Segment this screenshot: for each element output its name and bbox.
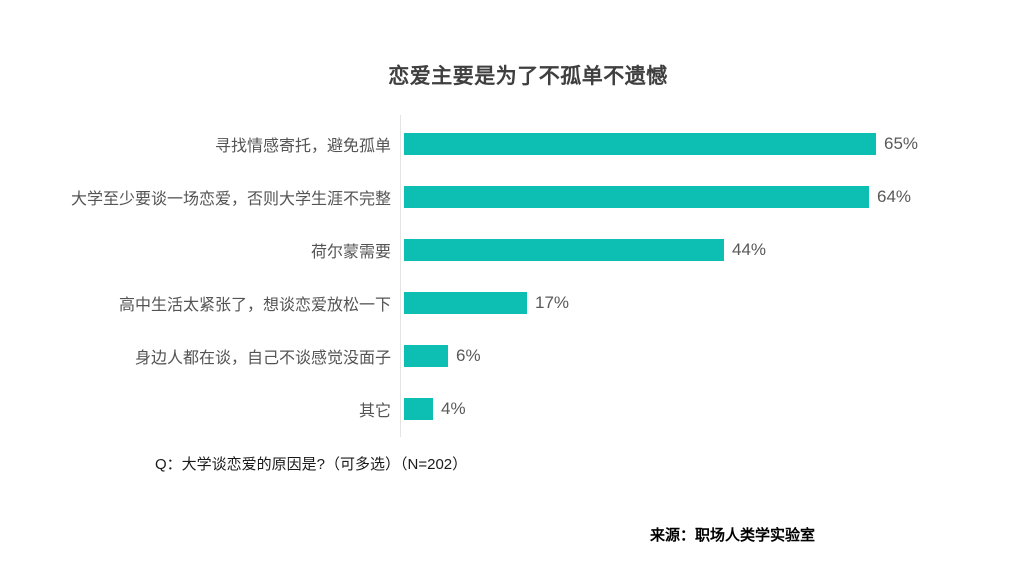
bar-chart-rows: 寻找情感寄托，避免孤单 65% 大学至少要谈一场恋爱，否则大学生涯不完整 64% 荷尔蒙… (0, 117, 1012, 435)
question-footnote: Q：大学谈恋爱的原因是?（可多选）（N=202） (155, 456, 468, 473)
bar (404, 291, 527, 314)
source-credit: 来源：职场人类学实验室 (650, 527, 816, 544)
category-label: 大学至少要谈一场恋爱，否则大学生涯不完整 (70, 190, 391, 208)
bar-row: 大学至少要谈一场恋爱，否则大学生涯不完整 64% (0, 170, 1012, 223)
value-label: 17% (535, 292, 570, 312)
bar-chart: 寻找情感寄托，避免孤单 65% 大学至少要谈一场恋爱，否则大学生涯不完整 64% 荷尔蒙… (0, 115, 1012, 437)
bar (404, 238, 724, 261)
axis-baseline (400, 115, 401, 437)
category-label: 高中生活太紧张了，想谈恋爱放松一下 (118, 296, 391, 314)
bar (404, 344, 448, 367)
bar-row: 荷尔蒙需要 44% (0, 223, 1012, 276)
value-label: 64% (877, 186, 912, 206)
value-label: 4% (441, 398, 466, 418)
bar-row: 高中生活太紧张了，想谈恋爱放松一下 17% (0, 276, 1012, 329)
value-label: 65% (884, 133, 919, 153)
bar-row: 其它 4% (0, 382, 1012, 435)
bar-row: 寻找情感寄托，避免孤单 65% (0, 117, 1012, 170)
value-label: 44% (732, 239, 767, 259)
value-label: 6% (456, 345, 481, 365)
category-label: 身边人都在谈，自己不谈感觉没面子 (134, 349, 391, 367)
chart-title: 恋爱主要是为了不孤单不遗憾 (388, 65, 668, 88)
bar-row: 身边人都在谈，自己不谈感觉没面子 6% (0, 329, 1012, 382)
category-label: 其它 (358, 402, 391, 420)
category-label: 荷尔蒙需要 (310, 243, 391, 261)
category-label: 寻找情感寄托，避免孤单 (214, 137, 391, 155)
bar (404, 397, 433, 420)
bar (404, 185, 869, 208)
bar (404, 132, 876, 155)
